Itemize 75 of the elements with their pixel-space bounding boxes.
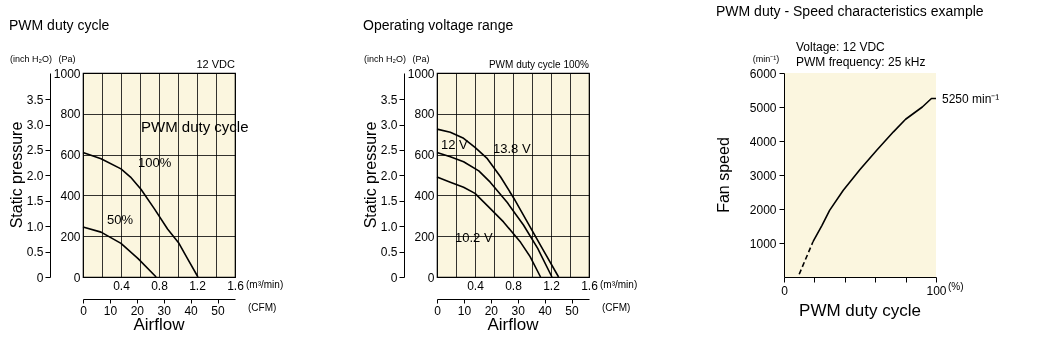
x2-tick-label: 30 (511, 303, 526, 318)
y-tick-label: 1000 (53, 66, 81, 81)
y2-tick-label: 3.0 (380, 118, 398, 133)
x2-tick-label: 40 (538, 303, 553, 318)
x-tick-label: 0.4 (467, 278, 485, 293)
y-tick-label: 800 (414, 107, 435, 122)
text: (m³/min) (600, 279, 638, 290)
chart-title: Operating voltage range (363, 17, 514, 33)
x-tick-label: 0 (781, 283, 789, 298)
x2-tick-label: 40 (184, 303, 199, 318)
text: PWM frequency: 25 kHz (796, 55, 926, 69)
y2-tick-label: 1.5 (380, 194, 398, 209)
text: (min⁻¹) (752, 54, 780, 64)
y2-tick-label: 0.5 (380, 245, 398, 260)
text: (Pa) (412, 54, 430, 64)
y-tick-label: 1000 (407, 66, 435, 81)
y2-tick-label: 1.0 (380, 219, 398, 234)
y2-axis-title: Static pressure (362, 121, 379, 229)
y2-tick-label: 2.5 (380, 143, 398, 158)
x-axis-title: Airflow (133, 315, 186, 334)
x-axis-title: PWM duty cycle (799, 301, 921, 320)
text: (m³/min) (246, 279, 284, 290)
y2-axis-title: Static pressure (8, 121, 25, 229)
y-tick-label: 200 (60, 229, 81, 244)
y-tick-label: 600 (60, 148, 81, 163)
x2-tick-label: 10 (103, 303, 118, 318)
y-tick-label: 6000 (749, 66, 777, 81)
x-axis-title: Airflow (487, 315, 540, 334)
y2-tick-label: 3.0 (26, 118, 44, 133)
text: (CFM) (248, 302, 277, 313)
y2-tick-label: 3.5 (380, 92, 398, 107)
text: (inch H₂O) (364, 54, 406, 64)
y2-tick-label: 2.5 (26, 143, 44, 158)
x-tick-label: 0.8 (505, 278, 523, 293)
y2-tick-label: 1.5 (26, 194, 44, 209)
x-tick-label: 1.6 (581, 278, 599, 293)
y-tick-label: 4000 (749, 134, 777, 149)
x-tick-label: 1.6 (227, 278, 245, 293)
text: Voltage: 12 VDC (796, 40, 886, 54)
text: 12 VDC (196, 58, 236, 70)
chart-title: PWM duty cycle (9, 17, 110, 33)
x2-tick-label: 50 (565, 303, 580, 318)
text: PWM duty cycle 100% (488, 59, 590, 70)
y-tick-label: 400 (414, 188, 435, 203)
y-tick-label: 5000 (749, 100, 777, 115)
y-tick-label: 400 (60, 188, 81, 203)
y2-tick-label: 3.5 (26, 92, 44, 107)
text: (CFM) (602, 302, 631, 313)
series-label: 12 V (441, 137, 469, 152)
x-tick-label: 0.8 (151, 278, 169, 293)
x-tick-label: 0.4 (113, 278, 131, 293)
y-tick-label: 200 (414, 229, 435, 244)
x-tick-label: 1.2 (543, 278, 561, 293)
y-axis-title: Fan speed (715, 137, 732, 213)
text: (%) (948, 281, 964, 292)
y2-tick-label: 2.0 (380, 168, 398, 183)
y-tick-label: 800 (60, 107, 81, 122)
x-tick-label: 100 (926, 283, 947, 298)
x2-tick-label: 50 (211, 303, 226, 318)
x-tick-label: 1.2 (189, 278, 207, 293)
x2-tick-label: 20 (130, 303, 145, 318)
y2-tick-label: 0.5 (26, 245, 44, 260)
text: (inch H₂O) (10, 54, 52, 64)
x2-tick-label: 30 (157, 303, 172, 318)
y-tick-label: 1000 (749, 236, 777, 251)
annotation: 5250 min⁻¹ (942, 91, 1000, 106)
x2-tick-label: 10 (457, 303, 472, 318)
y-tick-label: 3000 (749, 168, 777, 183)
y-tick-label: 600 (414, 148, 435, 163)
chart-title: PWM duty - Speed characteristics example (716, 3, 984, 19)
y2-tick-label: 1.0 (26, 219, 44, 234)
y-tick-label: 2000 (749, 202, 777, 217)
y2-tick-label: 2.0 (26, 168, 44, 183)
text: (Pa) (58, 54, 76, 64)
x2-tick-label: 20 (484, 303, 499, 318)
